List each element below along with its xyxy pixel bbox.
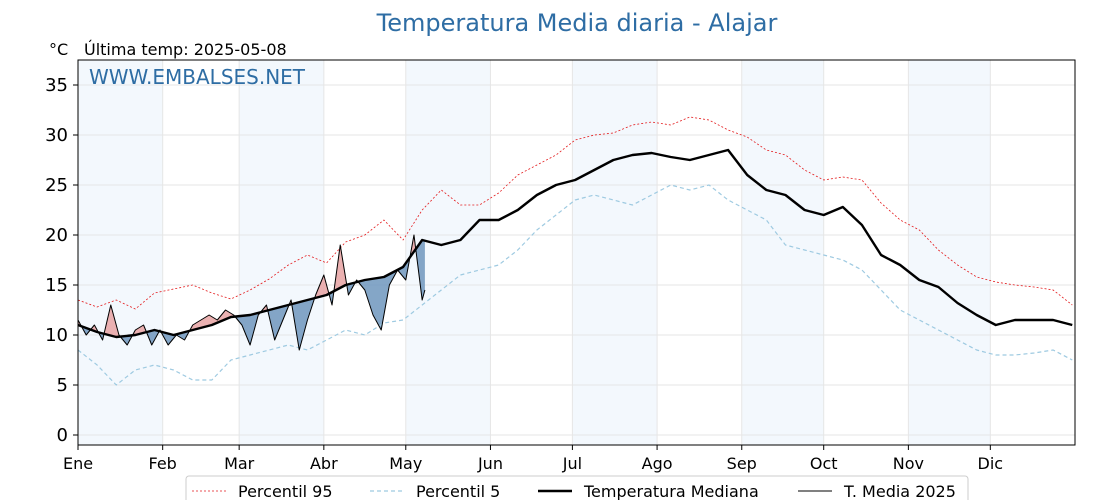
y-tick-label: 30	[45, 125, 68, 146]
x-tick-label: Ene	[63, 454, 93, 473]
last-temp-label: Última temp: 2025-05-08	[84, 40, 287, 59]
y-tick-label: 5	[57, 375, 68, 396]
y-tick-label: 10	[45, 325, 68, 346]
below-median-fill	[358, 256, 411, 330]
month-band-ene	[78, 60, 163, 445]
below-median-fill	[235, 312, 262, 345]
x-tick-label: Abr	[310, 454, 338, 473]
x-tick-label: Nov	[893, 454, 924, 473]
above-median-fill	[314, 275, 330, 299]
month-band-sep	[741, 60, 824, 445]
legend-label-p5: Percentil 5	[416, 482, 500, 500]
watermark: WWW.EMBALSES.NET	[89, 65, 306, 89]
above-median-fill	[189, 310, 236, 331]
legend-label-current: T. Media 2025	[843, 482, 956, 500]
below-median-fill	[82, 326, 91, 335]
y-tick-label: 35	[45, 75, 68, 96]
legend-box	[185, 475, 969, 500]
chart-title: Temperatura Media diaria - Alajar	[376, 9, 778, 37]
series-line-median	[77, 148, 1073, 339]
month-band-mar	[239, 60, 324, 445]
month-band-nov	[908, 60, 991, 445]
y-tick-label: 20	[45, 225, 68, 246]
series-line-current	[77, 234, 426, 351]
x-tick-label: Jun	[477, 454, 503, 473]
above-median-fill	[410, 235, 417, 257]
month-band-jul	[572, 60, 658, 445]
legend-label-p95: Percentil 95	[238, 482, 333, 500]
x-tick-label: Mar	[224, 454, 255, 473]
x-axis: Ene Feb Mar Abr May Jun Jul Ago Sep Oct Nov Dic	[63, 445, 1003, 473]
x-tick-label: Ago	[642, 454, 673, 473]
legend-label-median: Temperatura Mediana	[583, 482, 759, 500]
y-tick-label: 0	[57, 425, 68, 446]
below-median-fill	[416, 240, 425, 300]
month-bands	[78, 60, 991, 445]
above-median-fill	[104, 305, 121, 337]
below-median-fill	[329, 291, 335, 305]
above-median-fill	[90, 325, 99, 333]
above-median-fill	[334, 245, 348, 292]
x-tick-label: Sep	[727, 454, 757, 473]
series-line-p95	[77, 116, 1073, 310]
below-median-fill	[120, 335, 133, 345]
x-tick-label: May	[389, 454, 422, 473]
series-lines	[77, 116, 1073, 386]
below-median-fill	[146, 330, 160, 345]
y-axis: 0 5 10 15 20 25 30 35	[45, 75, 78, 446]
below-median-fill	[267, 304, 290, 340]
x-tick-label: Feb	[149, 454, 177, 473]
x-tick-label: Jul	[562, 454, 582, 473]
y-tick-label: 15	[45, 275, 68, 296]
plot-frame	[77, 59, 1076, 446]
series-line-p5	[77, 184, 1073, 386]
x-tick-label: Oct	[810, 454, 838, 473]
y-unit-label: °C	[49, 40, 68, 59]
x-tick-label: Dic	[978, 454, 1004, 473]
legend: Percentil 95 Percentil 5 Temperatura Media…	[185, 475, 969, 500]
y-tick-label: 25	[45, 175, 68, 196]
